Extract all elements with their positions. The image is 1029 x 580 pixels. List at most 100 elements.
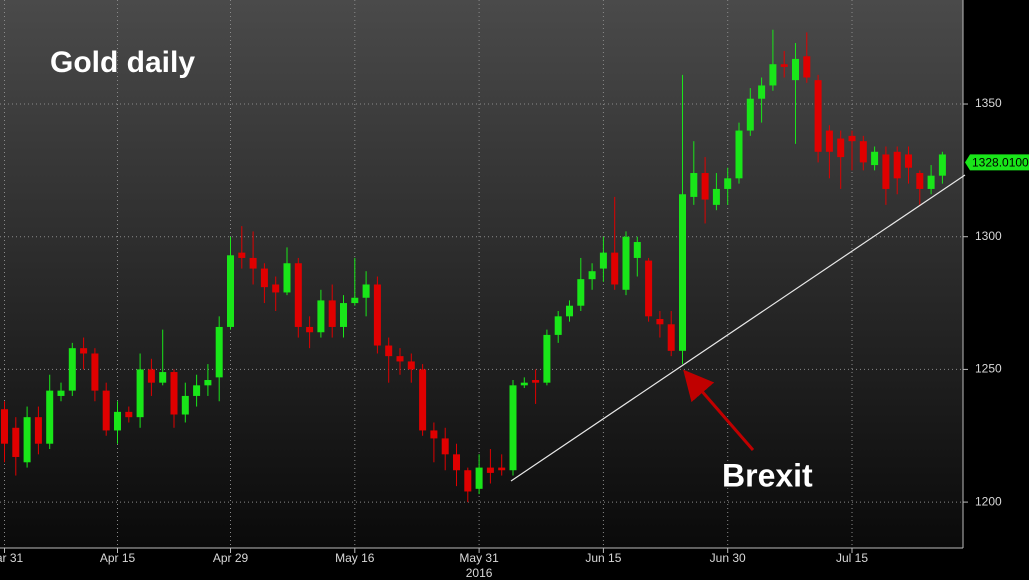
candle-body bbox=[701, 173, 709, 200]
candle-body bbox=[656, 318, 664, 325]
candle-body bbox=[340, 303, 347, 327]
candle-body bbox=[769, 64, 777, 86]
candle-body bbox=[34, 417, 42, 444]
candle-body bbox=[102, 390, 110, 431]
candle-body bbox=[893, 151, 901, 179]
candle-body bbox=[938, 154, 946, 176]
candle-body bbox=[147, 369, 155, 383]
candle-body bbox=[588, 271, 596, 280]
candle-body bbox=[859, 141, 867, 163]
candle-body bbox=[599, 252, 607, 269]
candle-body bbox=[283, 263, 291, 293]
candle-body bbox=[136, 369, 144, 418]
candle-body bbox=[633, 242, 641, 258]
candle-body bbox=[159, 372, 167, 383]
candle-body bbox=[577, 279, 585, 306]
candle-body bbox=[272, 284, 280, 293]
candle-body bbox=[125, 411, 133, 418]
candle-body bbox=[690, 173, 698, 197]
year-label: 2016 bbox=[466, 566, 493, 580]
annotation-arrow bbox=[683, 369, 755, 451]
x-tick-label: May 16 bbox=[335, 551, 375, 565]
candle-body bbox=[12, 427, 20, 457]
candle-body bbox=[927, 175, 935, 189]
candle-body bbox=[566, 305, 573, 317]
candle-body bbox=[227, 255, 234, 327]
candle-body bbox=[837, 138, 845, 158]
y-tick-label: 1350 bbox=[975, 96, 1002, 110]
candle-body bbox=[611, 252, 619, 285]
candle-body bbox=[193, 385, 201, 396]
plot-background bbox=[0, 0, 963, 548]
last-price-label: 1328.0100 bbox=[972, 156, 1029, 170]
x-tick-label: Jul 15 bbox=[836, 551, 868, 565]
candle-body bbox=[294, 263, 302, 327]
candle-body bbox=[80, 348, 88, 354]
candle-body bbox=[238, 252, 246, 258]
candle-body bbox=[825, 130, 833, 152]
candle-body bbox=[780, 64, 788, 67]
candle-body bbox=[407, 361, 415, 370]
axis-background bbox=[963, 0, 1029, 580]
candle-body bbox=[419, 369, 427, 431]
candle-body bbox=[905, 154, 912, 168]
candle-body bbox=[916, 173, 924, 189]
trend-line bbox=[510, 174, 966, 482]
candle-body bbox=[814, 80, 822, 152]
candle-body bbox=[362, 284, 370, 298]
candle-body bbox=[306, 326, 314, 333]
candle-body bbox=[23, 417, 31, 463]
candle-body bbox=[328, 300, 336, 327]
x-tick-label: Jun 30 bbox=[710, 551, 746, 565]
candle-body bbox=[385, 345, 393, 357]
candle-body bbox=[532, 380, 540, 383]
axis-background bbox=[0, 548, 963, 580]
candle-body bbox=[871, 151, 879, 166]
candle-body bbox=[724, 178, 732, 189]
candle-body bbox=[679, 194, 686, 351]
candle-body bbox=[114, 411, 121, 431]
annotation: Brexit bbox=[722, 457, 813, 493]
candle-body bbox=[453, 454, 460, 471]
candle-body bbox=[645, 260, 653, 317]
candle-body bbox=[622, 236, 630, 290]
candle-body bbox=[882, 154, 890, 189]
candle-body bbox=[46, 390, 54, 444]
candle-body bbox=[735, 130, 743, 179]
candle-body bbox=[170, 372, 178, 415]
chart-title: Gold daily bbox=[50, 46, 195, 79]
candle-body bbox=[498, 467, 506, 471]
candle-body bbox=[351, 297, 359, 304]
x-tick-label: Apr 29 bbox=[213, 551, 249, 565]
candle-body bbox=[1, 409, 8, 444]
x-tick-label: Mar 31 bbox=[0, 551, 23, 565]
candle-body bbox=[373, 284, 381, 346]
candle-body bbox=[249, 257, 257, 269]
x-tick-label: Apr 15 bbox=[100, 551, 136, 565]
candle-body bbox=[746, 98, 754, 131]
candle-body bbox=[758, 85, 766, 99]
y-tick-label: 1200 bbox=[975, 494, 1002, 508]
last-price-tag bbox=[965, 154, 1029, 171]
candle-body bbox=[91, 353, 99, 391]
candle-body bbox=[317, 300, 325, 333]
candle-body bbox=[464, 470, 472, 492]
y-tick-label: 1300 bbox=[975, 229, 1002, 243]
x-tick-label: May 31 bbox=[459, 551, 499, 565]
candle-body bbox=[57, 390, 65, 396]
candle-body bbox=[554, 316, 562, 335]
candle-body bbox=[667, 324, 675, 351]
candle-body bbox=[475, 467, 483, 489]
candle-body bbox=[848, 135, 856, 142]
candle-body bbox=[803, 56, 811, 78]
candle-body bbox=[543, 334, 551, 383]
candle-body bbox=[430, 430, 438, 439]
candle-body bbox=[260, 268, 268, 288]
candle-body bbox=[68, 348, 76, 391]
y-tick-label: 1250 bbox=[975, 362, 1002, 376]
x-tick-label: Jun 15 bbox=[585, 551, 621, 565]
candle-body bbox=[486, 467, 494, 473]
candle-body bbox=[520, 382, 528, 386]
candle-body bbox=[509, 385, 517, 471]
